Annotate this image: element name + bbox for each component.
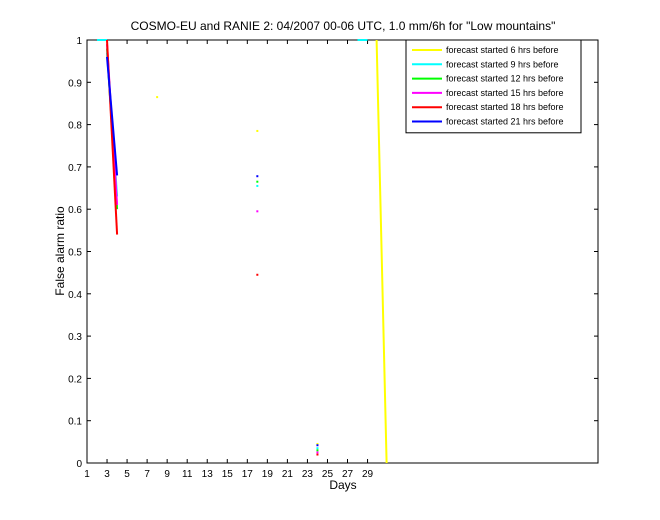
- y-tick-label: 0.3: [68, 332, 82, 343]
- x-tick-label: 11: [182, 469, 193, 480]
- legend-entry: forecast started 9 hrs before: [412, 59, 559, 69]
- x-tick-label: 13: [202, 469, 214, 480]
- y-tick-label: 0.2: [68, 374, 82, 385]
- series-line: [375, 39, 388, 464]
- legend-label: forecast started 15 hrs before: [446, 88, 564, 98]
- x-axis-label: Days: [329, 478, 356, 492]
- legend-label: forecast started 9 hrs before: [446, 59, 559, 69]
- x-tick-label: 27: [342, 469, 354, 480]
- series-layer: [97, 39, 388, 464]
- x-tick-label: 29: [362, 469, 374, 480]
- y-tick-label: 0.6: [68, 205, 82, 216]
- x-tick-label: 7: [144, 469, 150, 480]
- chart-title: COSMO-EU and RANIE 2: 04/2007 00-06 UTC,…: [131, 19, 556, 33]
- x-tick-label: 9: [164, 469, 170, 480]
- y-tick-label: 0: [76, 459, 82, 470]
- x-tick-label: 19: [262, 469, 274, 480]
- series-6: [106, 56, 319, 447]
- legend-label: forecast started 21 hrs before: [446, 117, 564, 127]
- x-tick-label: 5: [124, 469, 130, 480]
- x-tick-label: 21: [282, 469, 294, 480]
- legend-entry: forecast started 6 hrs before: [412, 45, 559, 55]
- legend-entry: forecast started 21 hrs before: [412, 117, 564, 127]
- y-tick-label: 0.4: [68, 290, 82, 301]
- legend-entries: forecast started 6 hrs before forecast st…: [412, 45, 564, 127]
- y-tick-label: 0.7: [68, 163, 82, 174]
- x-axis: 1 3 5 7 9 11 13 15 17 19 21 23 25 27 29: [84, 40, 374, 480]
- legend-box: [405, 39, 582, 134]
- y-axis-label: False alarm ratio: [53, 206, 67, 296]
- legend-entry: forecast started 18 hrs before: [412, 102, 564, 112]
- legend-label: forecast started 12 hrs before: [446, 74, 564, 84]
- series-line: [106, 56, 119, 176]
- y-tick-label: 0.1: [68, 417, 82, 428]
- legend-label: forecast started 18 hrs before: [446, 102, 564, 112]
- legend-label: forecast started 6 hrs before: [446, 45, 559, 55]
- y-tick-label: 0.8: [68, 121, 82, 132]
- x-tick-label: 23: [302, 469, 314, 480]
- legend-entry: forecast started 15 hrs before: [412, 88, 564, 98]
- y-tick-label: 0.9: [68, 78, 82, 89]
- y-tick-label: 0.5: [68, 248, 82, 259]
- legend: forecast started 6 hrs before forecast st…: [405, 39, 582, 134]
- y-axis: 0 0.1 0.2 0.3 0.4 0.5 0.6 0.7 0.8 0.9 1: [68, 36, 598, 470]
- x-tick-label: 3: [104, 469, 110, 480]
- legend-entry: forecast started 12 hrs before: [412, 74, 564, 84]
- plot-area: 1 3 5 7 9 11 13 15 17 19 21 23 25 27 29 00.10.20.30.40…: [68, 36, 599, 480]
- x-tick-label: 1: [84, 469, 90, 480]
- x-tick-label: 15: [222, 469, 234, 480]
- x-tick-label: 17: [242, 469, 254, 480]
- y-tick-label: 1: [76, 36, 82, 47]
- x-tick-label: 25: [322, 469, 334, 480]
